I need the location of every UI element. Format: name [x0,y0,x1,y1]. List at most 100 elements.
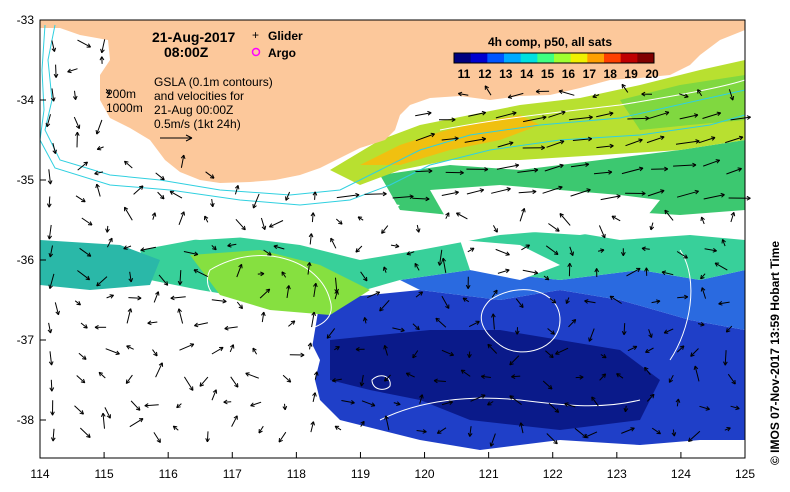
velocity-arrow [236,301,243,309]
velocity-arrow-head [306,262,311,266]
velocity-arrow [51,40,55,52]
velocity-arrow-head [406,251,410,255]
velocity-arrow-head [205,438,208,443]
velocity-arrow-head [212,202,215,207]
colorbar-tick-label: 14 [520,67,534,81]
velocity-arrow-head [664,209,669,213]
velocity-arrow-head [406,253,411,256]
lon-tick-label: 117 [223,467,242,481]
velocity-arrow [252,347,258,355]
velocity-arrow-head [80,381,85,384]
velocity-arrow [701,287,707,299]
velocity-arrow-head [359,382,362,387]
velocity-arrow-head [338,222,343,225]
velocity-arrow [211,389,217,401]
velocity-arrow-head [88,252,92,257]
velocity-arrow-head [154,212,157,217]
velocity-arrow-head [351,400,355,404]
velocity-arrow [469,426,472,437]
velocity-arrow-head [682,345,685,350]
velocity-arrow-head [384,345,388,349]
velocity-arrow-head [212,248,217,251]
velocity-arrow-head [700,216,702,222]
velocity-arrow-head [481,110,486,113]
velocity-arrow [314,191,316,200]
velocity-arrow-head [278,439,283,443]
velocity-arrow-head [550,385,553,390]
velocity-arrow-head [125,379,128,384]
velocity-arrow [81,217,93,226]
velocity-arrow-head [330,237,335,241]
velocity-arrow [441,191,459,196]
velocity-arrow-head [421,394,424,399]
velocity-arrow [147,321,158,324]
argo-marker-icon [251,47,261,57]
velocity-arrow [522,269,538,274]
velocity-arrow-head [616,373,621,375]
velocity-arrow [548,223,560,232]
map-time: 08:00Z [164,44,209,60]
velocity-arrow-head [490,443,495,447]
velocity-arrow-head [300,354,305,358]
velocity-arrow [517,169,538,173]
velocity-arrow [98,371,106,379]
cloud-gap-1 [40,180,400,240]
velocity-arrow-head [395,243,400,247]
velocity-arrow-head [360,420,365,424]
velocity-arrow [609,295,622,304]
velocity-arrow [627,345,638,352]
velocity-arrow [509,395,522,406]
velocity-arrow [96,276,108,287]
velocity-arrow-head [449,401,454,405]
velocity-arrow-head [441,257,444,263]
velocity-arrow [335,277,338,293]
velocity-arrow-head [94,170,98,175]
velocity-arrow [592,94,600,98]
velocity-arrow-head [47,180,51,185]
velocity-arrow-head [519,305,524,309]
velocity-arrow [227,243,237,247]
velocity-arrow [278,431,287,443]
velocity-arrow [481,375,491,378]
gsla-contour-f [371,375,391,390]
velocity-arrow [67,68,78,73]
velocity-arrow-head [509,395,512,400]
velocity-arrow-head [480,189,485,193]
velocity-arrow [697,89,703,97]
argo-label: Argo [268,46,296,60]
velocity-arrow-head [555,439,558,444]
velocity-arrow-head [224,328,229,331]
velocity-arrow-head [608,171,613,175]
velocity-arrow [206,431,209,442]
velocity-arrow [730,405,740,410]
velocity-arrow-head [560,140,565,145]
velocity-arrow [646,136,665,144]
velocity-arrow-head [50,411,53,416]
velocity-arrow [611,215,621,222]
lon-tick-label: 115 [95,467,114,481]
velocity-arrow-head [523,208,526,213]
velocity-arrow-head [425,196,430,200]
velocity-arrow-head [313,371,318,376]
velocity-arrow [675,140,700,145]
velocity-arrow-head [82,198,86,203]
velocity-arrow-head [180,211,185,215]
velocity-arrow [129,271,132,283]
velocity-arrow-head [412,355,417,359]
velocity-arrow-head [584,162,589,165]
velocity-arrows [45,39,751,447]
velocity-arrow-head [109,294,114,296]
velocity-arrow-head [194,322,198,326]
velocity-arrow [467,247,475,253]
velocity-arrow [703,159,720,167]
velocity-arrow-head [487,401,490,406]
velocity-arrow-head [147,322,152,326]
velocity-arrow-head [260,273,265,277]
velocity-arrow [49,245,53,258]
velocity-arrow [211,199,214,207]
velocity-arrow-head [334,425,338,430]
velocity-arrow-head [241,304,243,309]
velocity-arrow-head [609,112,614,117]
velocity-arrow-head [48,252,51,258]
velocity-arrow-head [361,382,365,387]
